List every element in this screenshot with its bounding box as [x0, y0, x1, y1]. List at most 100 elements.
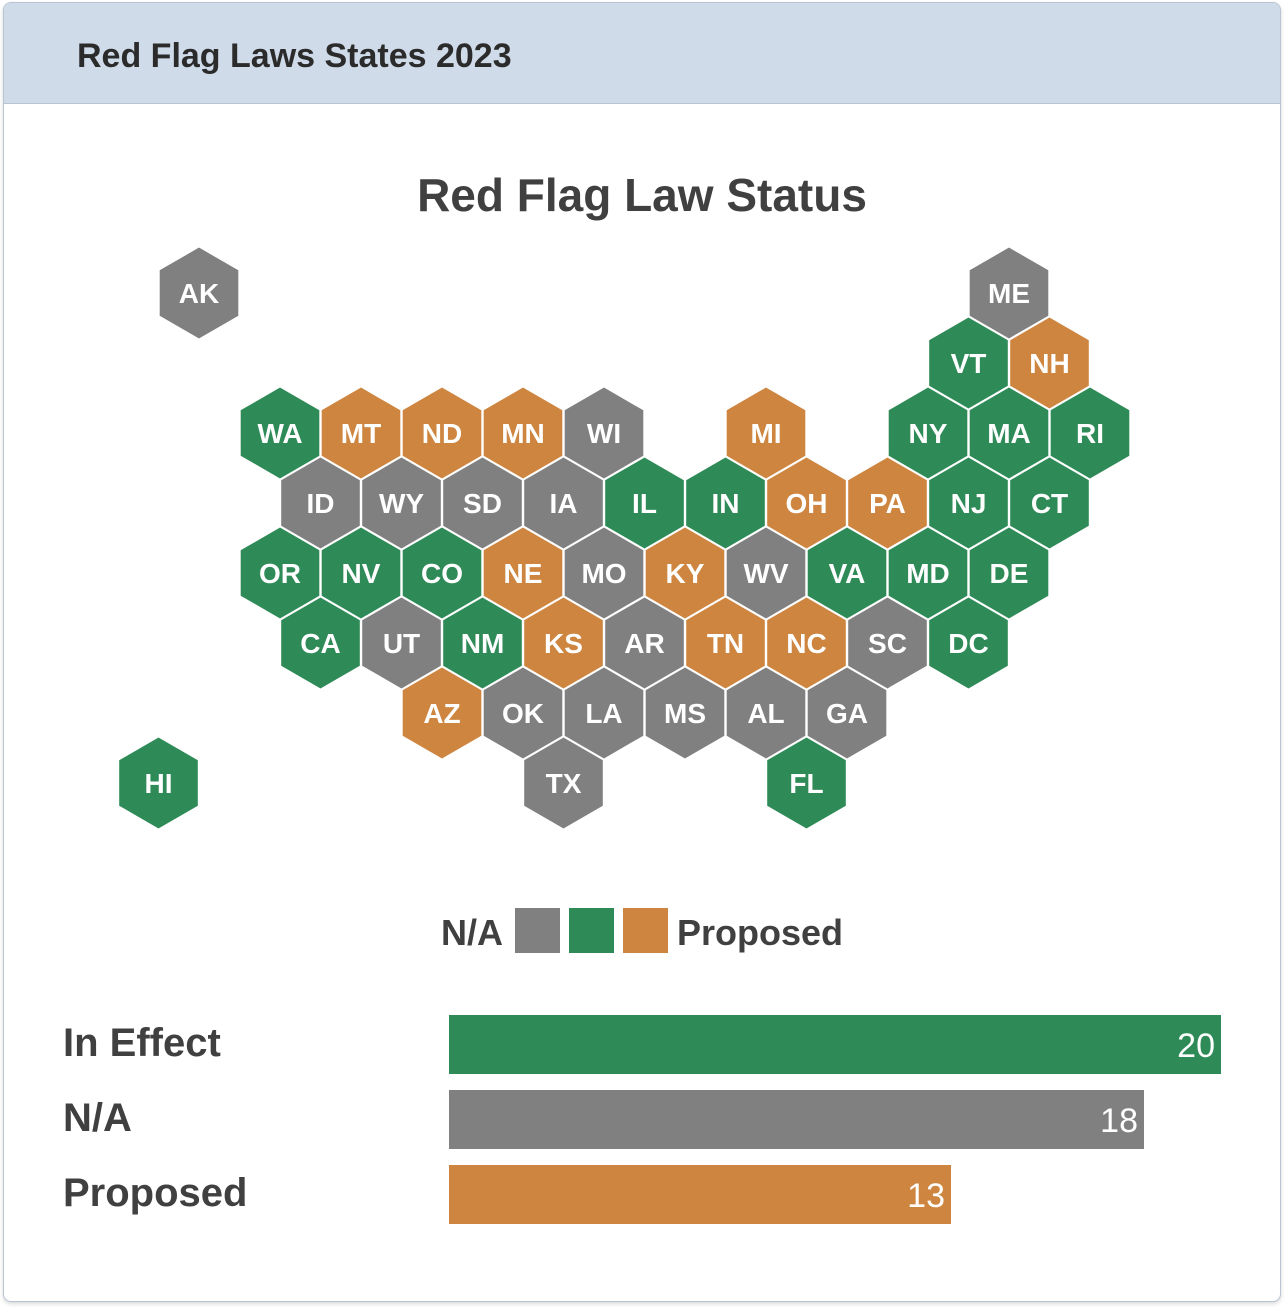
state-hex-shape	[401, 526, 483, 620]
state-hex-wy[interactable]: WY	[361, 456, 442, 550]
state-hex-shape	[847, 596, 928, 690]
legend: N/A Proposed	[0, 906, 1284, 954]
state-label: NC	[786, 628, 826, 659]
state-label: VA	[829, 558, 866, 589]
state-hex-mt[interactable]: MT	[320, 386, 402, 480]
state-hex-id[interactable]: ID	[280, 456, 361, 550]
state-hex-ny[interactable]: NY	[887, 386, 969, 480]
state-hex-nd[interactable]: ND	[401, 386, 483, 480]
state-hex-nh[interactable]: NH	[1009, 316, 1090, 410]
state-hex-dc[interactable]: DC	[928, 596, 1009, 690]
state-hex-hi[interactable]: HI	[118, 736, 199, 830]
state-hex-shape	[928, 316, 1009, 410]
state-hex-ia[interactable]: IA	[523, 456, 604, 550]
legend-swatch-proposed	[623, 908, 668, 953]
state-hex-az[interactable]: AZ	[401, 666, 483, 760]
state-hex-ga[interactable]: GA	[806, 666, 888, 760]
state-label: AZ	[423, 698, 460, 729]
state-hex-ak[interactable]: AK	[158, 246, 240, 340]
state-hex-la[interactable]: LA	[563, 666, 645, 760]
state-label: UT	[383, 628, 420, 659]
state-label: TX	[546, 768, 582, 799]
state-label: MT	[341, 418, 381, 449]
state-hex-al[interactable]: AL	[725, 666, 807, 760]
map-title: Red Flag Law Status	[417, 169, 867, 221]
state-hex-shape	[725, 666, 807, 760]
state-hex-va[interactable]: VA	[806, 526, 888, 620]
bar: 18	[449, 1090, 1144, 1149]
state-hex-co[interactable]: CO	[401, 526, 483, 620]
state-label: ND	[422, 418, 462, 449]
state-hex-ar[interactable]: AR	[604, 596, 685, 690]
state-hex-shape	[523, 736, 604, 830]
state-label: NH	[1029, 348, 1069, 379]
state-hex-ct[interactable]: CT	[1009, 456, 1090, 550]
state-hex-sc[interactable]: SC	[847, 596, 928, 690]
card-header: Red Flag Laws States 2023	[4, 3, 1280, 104]
state-label: DC	[948, 628, 988, 659]
state-hex-shape	[401, 666, 483, 760]
state-hex-de[interactable]: DE	[968, 526, 1050, 620]
state-hex-sd[interactable]: SD	[442, 456, 523, 550]
state-hex-nv[interactable]: NV	[320, 526, 402, 620]
state-hex-shape	[1009, 456, 1090, 550]
state-label: TN	[707, 628, 744, 659]
state-label: MA	[987, 418, 1031, 449]
state-hex-pa[interactable]: PA	[847, 456, 928, 550]
state-label: PA	[869, 488, 906, 519]
state-hex-tx[interactable]: TX	[523, 736, 604, 830]
state-hex-nc[interactable]: NC	[766, 596, 847, 690]
state-hex-shape	[725, 386, 807, 480]
state-hex-shape	[928, 456, 1009, 550]
state-label: CA	[300, 628, 340, 659]
state-hex-il[interactable]: IL	[604, 456, 685, 550]
state-hex-shape	[239, 386, 321, 480]
state-hex-ma[interactable]: MA	[968, 386, 1050, 480]
state-label: OH	[786, 488, 828, 519]
state-label: CT	[1031, 488, 1068, 519]
state-hex-ri[interactable]: RI	[1049, 386, 1131, 480]
state-hex-mo[interactable]: MO	[563, 526, 645, 620]
state-hex-md[interactable]: MD	[887, 526, 969, 620]
state-hex-shape	[847, 456, 928, 550]
state-label: NV	[342, 558, 381, 589]
state-hex-nj[interactable]: NJ	[928, 456, 1009, 550]
state-hex-oh[interactable]: OH	[766, 456, 847, 550]
state-hex-wa[interactable]: WA	[239, 386, 321, 480]
state-hex-ne[interactable]: NE	[482, 526, 564, 620]
state-hex-ok[interactable]: OK	[482, 666, 564, 760]
state-hex-ky[interactable]: KY	[644, 526, 726, 620]
state-hex-ca[interactable]: CA	[280, 596, 361, 690]
state-hex-ut[interactable]: UT	[361, 596, 442, 690]
state-label: FL	[789, 768, 823, 799]
state-label: KY	[666, 558, 705, 589]
state-hex-shape	[280, 456, 361, 550]
state-hex-shape	[968, 246, 1050, 340]
state-hex-shape	[482, 386, 564, 480]
state-hex-mn[interactable]: MN	[482, 386, 564, 480]
state-hex-shape	[442, 456, 523, 550]
state-hex-in[interactable]: IN	[685, 456, 766, 550]
state-label: AR	[624, 628, 664, 659]
state-label: MS	[664, 698, 706, 729]
state-hex-wi[interactable]: WI	[563, 386, 645, 480]
state-hex-vt[interactable]: VT	[928, 316, 1009, 410]
state-hex-ms[interactable]: MS	[644, 666, 726, 760]
state-label: WY	[379, 488, 424, 519]
state-label: IA	[550, 488, 578, 519]
state-hex-shape	[361, 456, 442, 550]
state-hex-or[interactable]: OR	[239, 526, 321, 620]
state-label: NM	[461, 628, 505, 659]
state-hex-shape	[482, 526, 564, 620]
state-hex-ks[interactable]: KS	[523, 596, 604, 690]
state-hex-shape	[482, 666, 564, 760]
state-hex-mi[interactable]: MI	[725, 386, 807, 480]
state-hex-nm[interactable]: NM	[442, 596, 523, 690]
state-hex-fl[interactable]: FL	[766, 736, 847, 830]
state-hex-tn[interactable]: TN	[685, 596, 766, 690]
state-hex-shape	[280, 596, 361, 690]
state-hex-wv[interactable]: WV	[725, 526, 807, 620]
bar-value-label: 18	[1100, 1102, 1138, 1140]
state-hex-shape	[523, 596, 604, 690]
state-hex-me[interactable]: ME	[968, 246, 1050, 340]
